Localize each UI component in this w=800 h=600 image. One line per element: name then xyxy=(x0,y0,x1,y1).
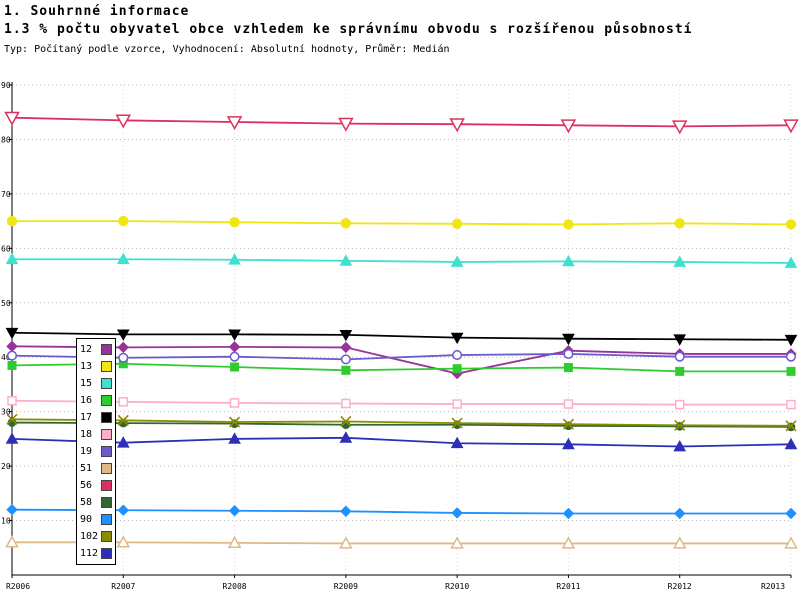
legend-item-58: 58 xyxy=(80,494,112,511)
y-axis-label: 20 xyxy=(1,462,11,471)
legend-swatch xyxy=(101,429,112,440)
legend-label: 12 xyxy=(80,344,93,355)
series-17 xyxy=(5,327,798,347)
y-axis-label: 60 xyxy=(1,244,11,253)
series-102 xyxy=(6,413,797,432)
legend-item-16: 16 xyxy=(80,392,112,409)
legend-item-18: 18 xyxy=(80,426,112,443)
legend-label: 16 xyxy=(80,395,93,406)
y-axis-label: 30 xyxy=(1,408,11,417)
y-axis-label: 90 xyxy=(1,81,11,90)
legend-item-56: 56 xyxy=(80,477,112,494)
y-axis-label: 40 xyxy=(1,353,11,362)
series-15 xyxy=(5,252,798,268)
series-line-90 xyxy=(11,508,791,515)
x-axis-label: R2008 xyxy=(223,582,247,591)
legend-item-19: 19 xyxy=(80,443,112,460)
page-title: 1. Souhrnné informace xyxy=(4,4,190,19)
legend-label: 18 xyxy=(80,429,93,440)
series-line-17 xyxy=(11,331,792,341)
legend-item-112: 112 xyxy=(80,545,112,562)
legend-item-51: 51 xyxy=(80,460,112,477)
x-axis-label: R2012 xyxy=(668,582,692,591)
legend-label: 51 xyxy=(80,463,93,474)
x-axis-label: R2013 xyxy=(761,582,785,591)
series-line-12 xyxy=(11,345,791,375)
series-51 xyxy=(5,535,798,549)
legend-swatch xyxy=(101,463,112,474)
series-line-16 xyxy=(11,362,791,373)
legend-swatch xyxy=(101,548,112,559)
series-16 xyxy=(7,359,796,376)
y-axis-label: 10 xyxy=(1,517,11,526)
series-line-15 xyxy=(12,258,792,264)
legend-swatch xyxy=(101,344,112,355)
legend-swatch xyxy=(101,395,112,406)
y-axis-label: 50 xyxy=(1,299,11,308)
chart-legend: 12 13 15 16 17 18 19 51 56 58 90 102 112 xyxy=(76,338,116,565)
series-line-102 xyxy=(11,418,792,427)
legend-label: 56 xyxy=(80,480,93,491)
series-18 xyxy=(7,396,796,410)
legend-label: 19 xyxy=(80,446,93,457)
series-line-112 xyxy=(11,436,792,448)
series-line-51 xyxy=(12,541,791,545)
series-line-19 xyxy=(11,353,791,361)
series-90 xyxy=(6,503,797,520)
legend-item-102: 102 xyxy=(80,528,112,545)
legend-swatch xyxy=(101,531,112,542)
chart-meta: Typ: Počítaný podle vzorce, Vyhodnocení:… xyxy=(4,44,450,55)
x-axis-label: R2011 xyxy=(556,582,580,591)
series-19 xyxy=(7,348,796,365)
x-axis-label: R2010 xyxy=(445,582,469,591)
series-56 xyxy=(4,111,799,135)
legend-swatch xyxy=(101,378,112,389)
legend-label: 58 xyxy=(80,497,93,508)
x-axis-label: R2007 xyxy=(111,582,135,591)
legend-label: 13 xyxy=(80,361,93,372)
legend-swatch xyxy=(101,480,112,491)
legend-swatch xyxy=(101,514,112,525)
series-112 xyxy=(5,431,798,452)
legend-item-17: 17 xyxy=(80,409,112,426)
x-axis-label: R2009 xyxy=(334,582,358,591)
legend-label: 90 xyxy=(80,514,93,525)
y-axis-label: 70 xyxy=(1,190,11,199)
legend-item-15: 15 xyxy=(80,375,112,392)
legend-item-90: 90 xyxy=(80,511,112,528)
y-axis-label: 80 xyxy=(1,135,11,144)
series-line-13 xyxy=(12,220,792,226)
legend-label: 15 xyxy=(80,378,93,389)
legend-label: 112 xyxy=(80,548,99,559)
legend-swatch xyxy=(101,446,112,457)
legend-item-12: 12 xyxy=(80,341,112,358)
series-13 xyxy=(6,215,797,230)
legend-swatch xyxy=(101,361,112,372)
legend-swatch xyxy=(101,497,112,508)
series-line-18 xyxy=(11,399,791,406)
legend-item-13: 13 xyxy=(80,358,112,375)
series-line-56 xyxy=(11,116,792,128)
legend-label: 102 xyxy=(80,531,99,542)
legend-label: 17 xyxy=(80,412,93,423)
legend-swatch xyxy=(101,412,112,423)
series-line-58 xyxy=(11,421,792,428)
chart-subtitle: 1.3 % počtu obyvatel obce vzhledem ke sp… xyxy=(4,22,693,37)
x-axis-label: R2006 xyxy=(6,582,30,591)
